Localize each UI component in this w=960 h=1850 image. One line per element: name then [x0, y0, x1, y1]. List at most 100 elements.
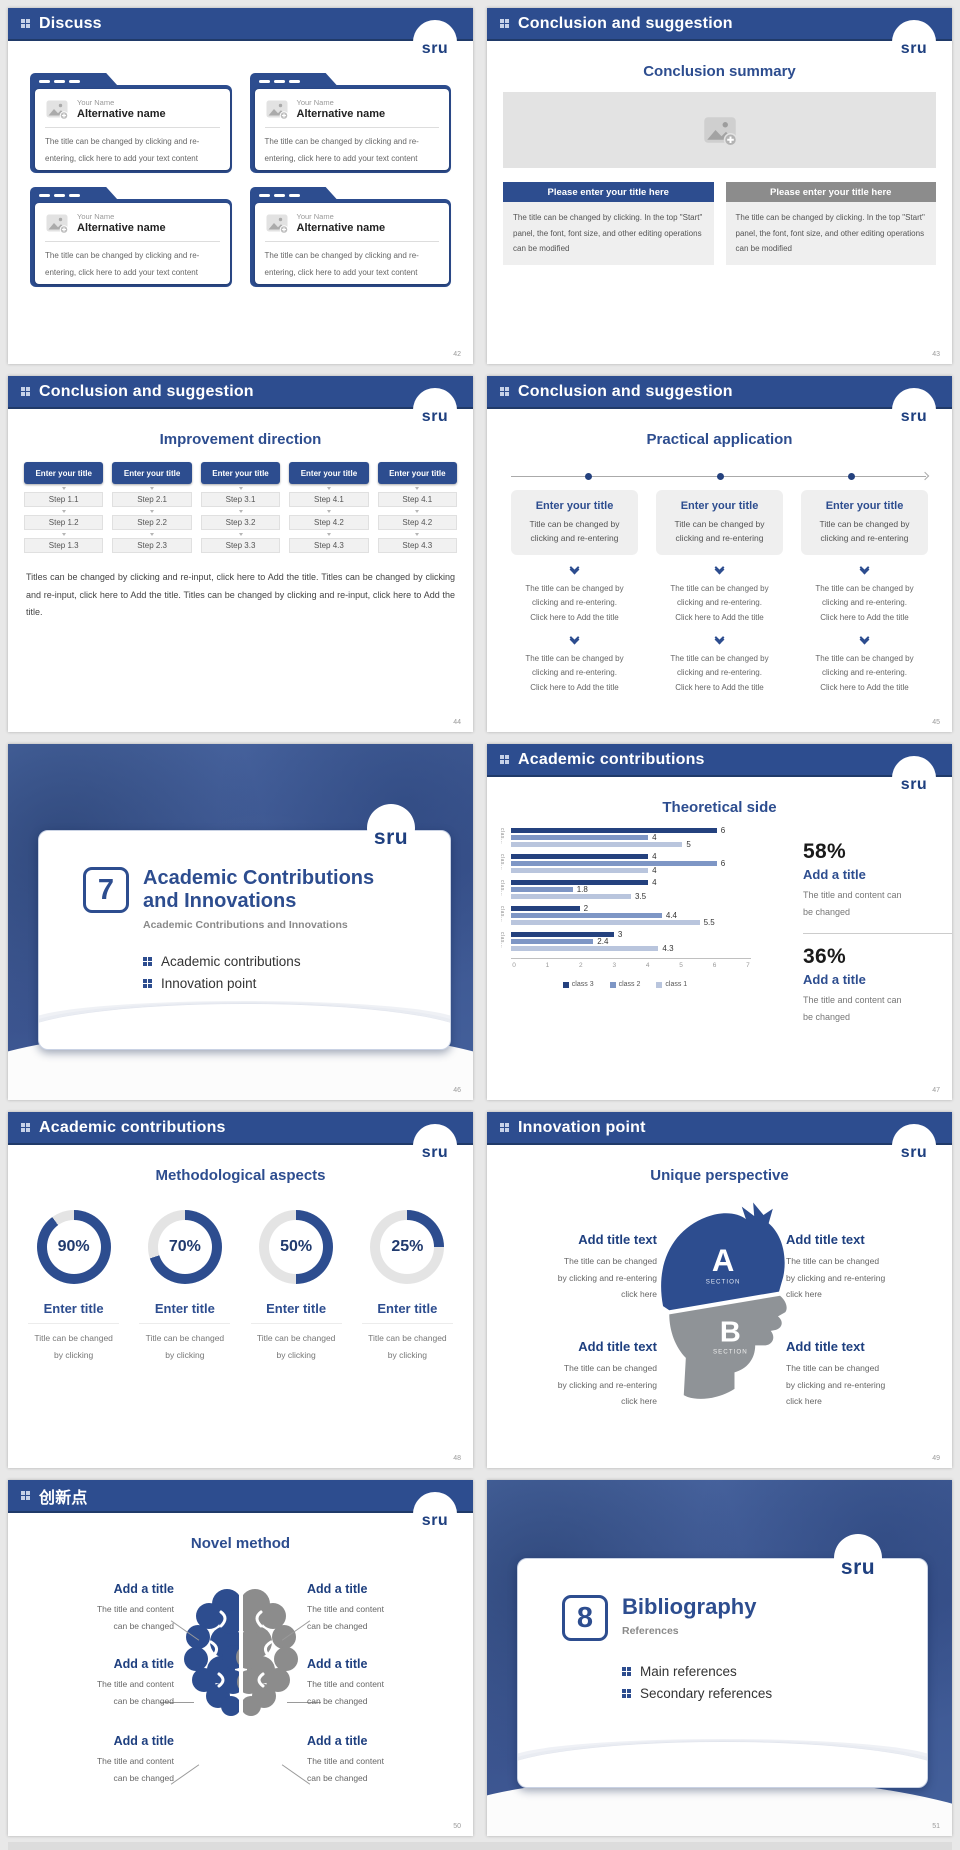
- step-text: The title can be changed by clicking and…: [525, 583, 624, 622]
- wave-decoration: [39, 1003, 450, 1049]
- slide-practical-application[interactable]: Conclusion and suggestion sru Practical …: [487, 376, 952, 732]
- text-block: Add a title The title and content can be…: [307, 1582, 457, 1634]
- step-text: The title can be changed by clicking and…: [815, 583, 914, 622]
- bar-value: 2: [583, 903, 589, 913]
- text-block: Add a title The title and content can be…: [307, 1657, 457, 1709]
- block-title: Add a title: [307, 1582, 368, 1596]
- legend-item: class 3: [562, 981, 594, 988]
- page-number: 42: [453, 351, 461, 358]
- slide-title: Conclusion summary: [643, 63, 796, 80]
- slide-grid: Discuss sru Your Name Alternative name T…: [8, 8, 952, 1836]
- bar-value: 4: [652, 851, 657, 861]
- folder-card-grid: Your Name Alternative name The title can…: [8, 41, 473, 287]
- bar-value: 6: [720, 825, 726, 835]
- slide-novel-method[interactable]: 创新点 sru Novel method: [8, 1480, 473, 1836]
- category-label: clas…: [499, 880, 505, 897]
- person-name-label: Your Name: [296, 98, 334, 107]
- bar-value: 5.5: [703, 917, 715, 927]
- block-body: The title and content can be changed: [307, 1604, 385, 1631]
- step-box: Step 3.1: [200, 487, 281, 507]
- step-box: Step 2.1: [112, 487, 192, 507]
- connector-line: [287, 1702, 321, 1703]
- practical-columns: Enter your title Title can be changed by…: [487, 482, 952, 695]
- donut-title: Enter title: [154, 1301, 215, 1316]
- donut-body: Title can be changed by clicking: [250, 1323, 342, 1363]
- person-alt-name: Alternative name: [77, 108, 166, 120]
- slide-theoretical-side[interactable]: Academic contributions sru Theoretical s…: [487, 744, 952, 1100]
- bar-value: 6: [720, 858, 726, 868]
- svg-text:SECTION: SECTION: [712, 1349, 747, 1356]
- donut-chart: 50%: [259, 1210, 334, 1284]
- grid-icon: [21, 1123, 30, 1132]
- slide-header-title: Innovation point: [518, 1118, 646, 1136]
- block-body: The title and content can be changed: [307, 1756, 385, 1783]
- step-box: Step 2.2: [112, 510, 192, 530]
- donut-row: 90% Enter title Title can be changed by …: [8, 1184, 473, 1363]
- bar-chart: clas… 6 4 5 clas… 4 6 4 clas… 4 1.8 3.5: [499, 825, 779, 1026]
- slide-methodological-aspects[interactable]: Academic contributions sru Methodologica…: [8, 1112, 473, 1468]
- donut-item: 50% Enter title Title can be changed by …: [241, 1210, 352, 1363]
- block-title: Add title text: [786, 1339, 865, 1354]
- category-label: clas…: [499, 906, 505, 923]
- donut-item: 25% Enter title Title can be changed by …: [352, 1210, 463, 1363]
- legend-swatch: [656, 981, 663, 988]
- column-left: Please enter your title here The title c…: [503, 182, 714, 265]
- step-box: Step 1.3: [24, 533, 104, 553]
- folder-card: Your Name Alternative name The title can…: [249, 187, 451, 287]
- slide-conclusion-summary[interactable]: Conclusion and suggestion sru Conclusion…: [487, 8, 952, 364]
- text-block: Add a title The title and content can be…: [24, 1582, 174, 1634]
- sru-logo: sru: [413, 1492, 457, 1536]
- page-number: 47: [932, 1087, 940, 1094]
- person-alt-name: Alternative name: [296, 222, 386, 234]
- stat-percent: 36%: [803, 945, 846, 969]
- step-box: Step 1.2: [24, 510, 104, 530]
- slide-header-title: Discuss: [39, 14, 102, 32]
- bar-group: clas… 4 6 4: [499, 851, 779, 875]
- slide-unique-perspective[interactable]: Innovation point sru Unique perspective …: [487, 1112, 952, 1468]
- step-text: The title can be changed by clicking and…: [525, 654, 624, 692]
- step-box: Step 4.3: [377, 533, 458, 553]
- section-card: 8 Bibliography References Main reference…: [517, 1558, 928, 1788]
- donut-title: Enter title: [43, 1301, 104, 1316]
- timeline-dot: [716, 473, 724, 480]
- donut-chart: 25%: [370, 1210, 445, 1284]
- page-number: 49: [932, 1455, 940, 1462]
- person-name-label: Your Name: [77, 98, 115, 107]
- image-placeholder-icon: [266, 214, 288, 234]
- block-title: Add a title: [113, 1734, 174, 1748]
- two-column-area: Please enter your title here The title c…: [487, 168, 952, 265]
- stat-title: Add a title: [803, 867, 866, 882]
- donut-item: 70% Enter title Title can be changed by …: [129, 1210, 240, 1363]
- slide-section-8-bibliography[interactable]: 8 Bibliography References Main reference…: [487, 1480, 952, 1836]
- slide-header-title: Conclusion and suggestion: [518, 14, 733, 32]
- slide-title: Practical application: [646, 431, 793, 448]
- slide-improvement-direction[interactable]: Conclusion and suggestion sru Improvemen…: [8, 376, 473, 732]
- block-title: Add a title: [113, 1582, 174, 1596]
- bar: [511, 894, 631, 899]
- step-box: Step 4.2: [377, 510, 458, 530]
- bar-group: clas… 6 4 5: [499, 825, 779, 848]
- step-text: The title can be changed by clicking and…: [670, 654, 769, 692]
- block-body: The title can be changed by clicking and…: [557, 1363, 657, 1407]
- sru-logo: sru: [892, 1124, 936, 1168]
- donut-chart: 70%: [147, 1210, 222, 1284]
- slide-header-title: Conclusion and suggestion: [518, 382, 733, 400]
- block-body: The title and content can be changed: [96, 1756, 174, 1783]
- slide-header: Conclusion and suggestion: [487, 376, 952, 409]
- grid-icon: [21, 387, 30, 396]
- sru-logo: sru: [367, 804, 415, 852]
- bar-value: 4: [652, 865, 657, 875]
- slide-section-7[interactable]: 7 Academic Contributions and Innovations…: [8, 744, 473, 1100]
- step-box: Step 3.2: [200, 510, 281, 530]
- slide-discuss[interactable]: Discuss sru Your Name Alternative name T…: [8, 8, 473, 364]
- connector-line: [170, 1764, 200, 1785]
- bar: [511, 939, 594, 944]
- grid-icon: [500, 387, 509, 396]
- bar-value: 4.3: [662, 943, 674, 953]
- step-column: Enter your title Step 3.1 Step 3.2 Step …: [200, 462, 281, 553]
- donut-title: Enter title: [266, 1301, 327, 1316]
- section-subtitle: References: [622, 1625, 679, 1638]
- folder-card: Your Name Alternative name The title can…: [30, 187, 232, 287]
- card-subtitle: Title can be changed by clicking and re-…: [819, 519, 910, 544]
- text-block: Add title text The title can be changed …: [786, 1232, 938, 1303]
